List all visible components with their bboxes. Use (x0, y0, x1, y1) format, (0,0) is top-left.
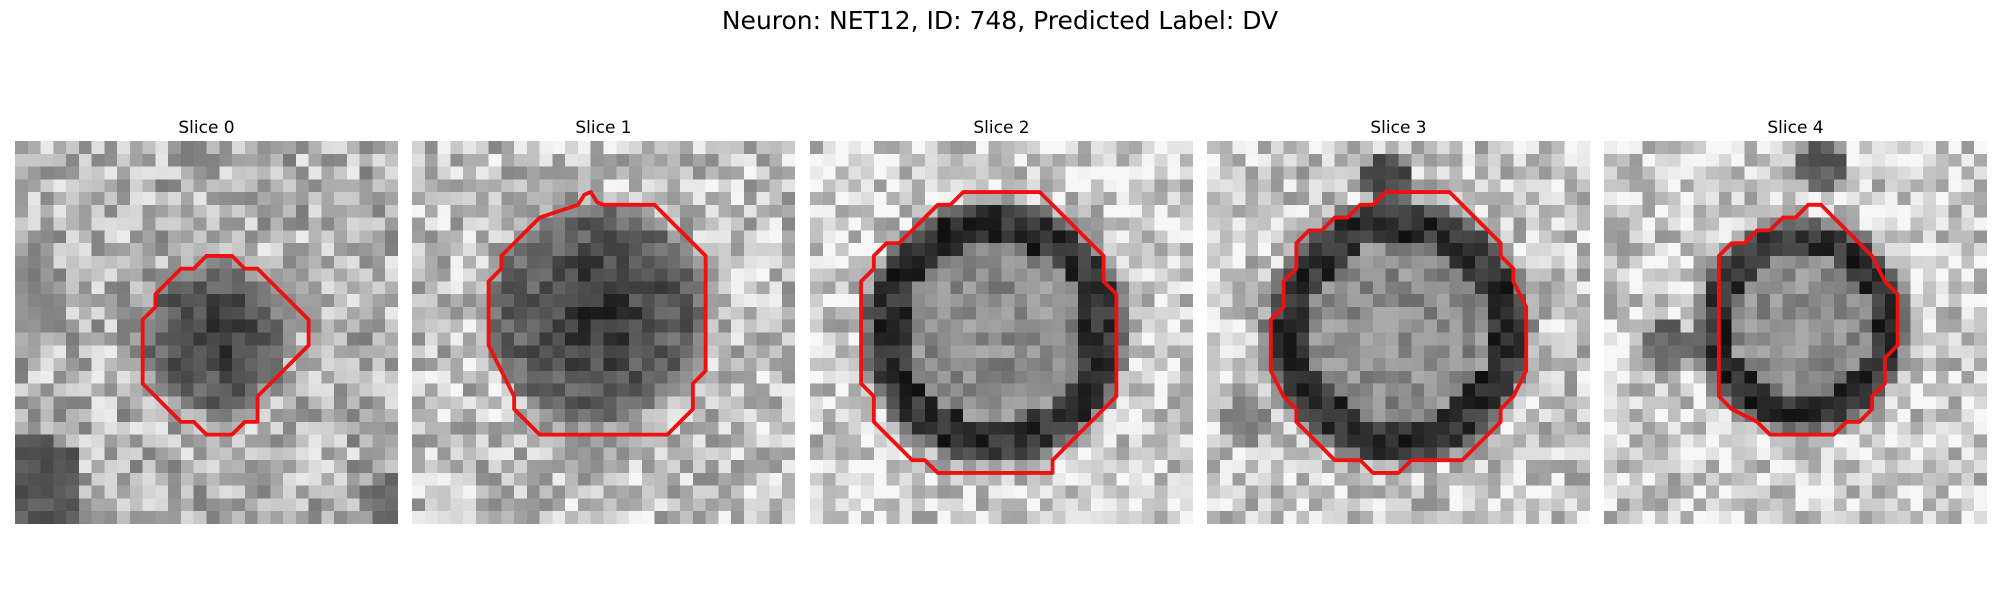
slice-image (15, 141, 398, 524)
slice-title: Slice 1 (575, 118, 632, 138)
slice-panel-1: Slice 1 (412, 117, 795, 524)
slice-pixels (15, 141, 398, 524)
roi-contour (859, 190, 1119, 475)
slice-image (810, 141, 1193, 524)
slice-title: Slice 2 (973, 118, 1030, 138)
slice-image (1604, 141, 1987, 524)
slice-panel-4: Slice 4 (1604, 117, 1987, 524)
slice-title: Slice 3 (1370, 118, 1427, 138)
slice-pixels (810, 141, 1193, 524)
figure-title: Neuron: NET12, ID: 748, Predicted Label:… (721, 6, 1279, 35)
roi-contour (1268, 190, 1529, 475)
slice-pixels (1604, 141, 1987, 524)
roi-contour (1716, 202, 1900, 437)
roi-contour (486, 190, 708, 437)
slice-panel-3: Slice 3 (1207, 117, 1590, 524)
slice-panel-2: Slice 2 (810, 117, 1193, 524)
roi-contour (140, 253, 311, 437)
slice-image (412, 141, 795, 524)
slice-title: Slice 4 (1767, 118, 1824, 138)
slice-image (1207, 141, 1590, 524)
slice-title: Slice 0 (178, 118, 235, 138)
slice-panel-0: Slice 0 (15, 117, 398, 524)
